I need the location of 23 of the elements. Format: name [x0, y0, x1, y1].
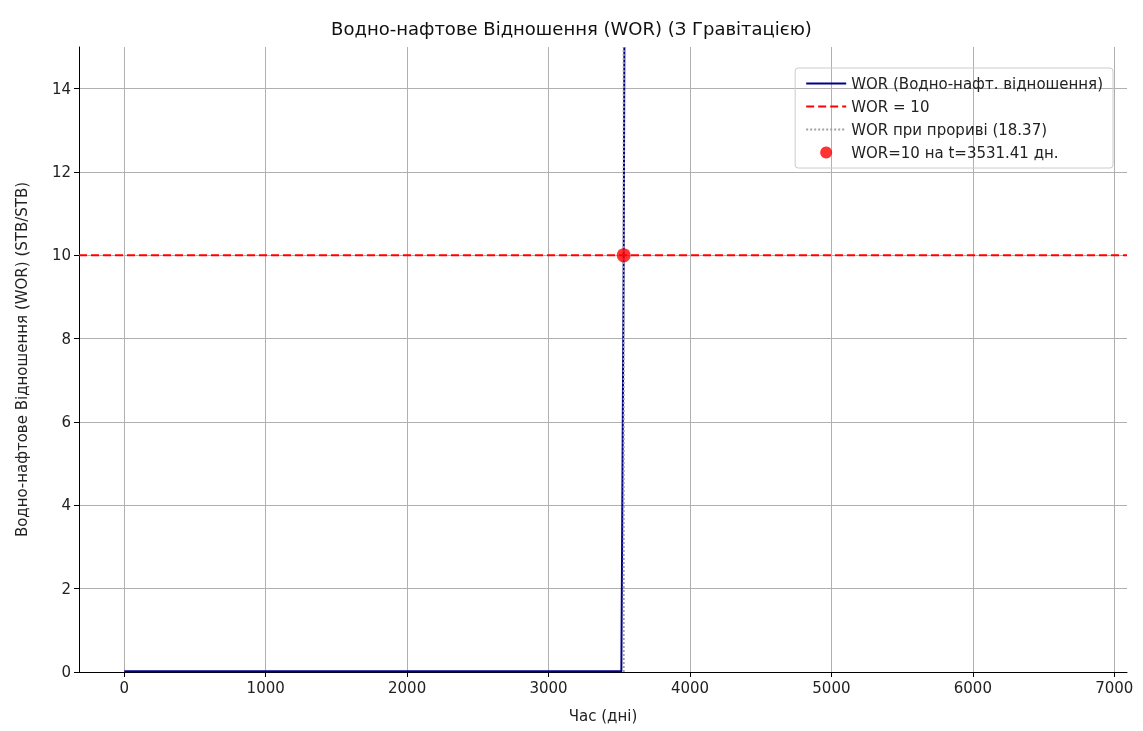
x-tick-label: 6000: [953, 678, 992, 697]
x-tick-label: 3000: [529, 678, 568, 697]
legend-label: WOR = 10: [851, 97, 930, 116]
x-tick-label: 5000: [812, 678, 851, 697]
legend-label: WOR=10 на t=3531.41 дн.: [851, 143, 1059, 162]
y-tick-label: 8: [61, 329, 71, 348]
legend-label: WOR (Водно-нафт. відношення): [851, 74, 1104, 93]
x-tick-label: 7000: [1095, 678, 1134, 697]
x-tick-label: 4000: [670, 678, 710, 697]
y-tick-label: 14: [51, 79, 71, 98]
y-axis-title: Водно-нафтове Відношення (WOR) (STB/STB): [12, 181, 31, 538]
y-tick-label: 10: [51, 246, 71, 265]
y-tick-label: 4: [61, 496, 71, 515]
chart-title: Водно-нафтове Відношення (WOR) (З Гравітацією): [331, 17, 812, 39]
y-tick-label: 12: [51, 163, 71, 181]
x-tick-label: 0: [119, 678, 130, 697]
x-tick-label: 2000: [388, 678, 427, 697]
x-axis-title: Час (дні): [568, 706, 638, 725]
y-tick-label: 2: [61, 579, 71, 598]
y-tick-label: 0: [61, 663, 71, 681]
legend-label: WOR при прориві (18.37): [851, 120, 1048, 139]
y-tick-label: 6: [61, 413, 71, 431]
x-tick-label: 1000: [246, 678, 285, 697]
